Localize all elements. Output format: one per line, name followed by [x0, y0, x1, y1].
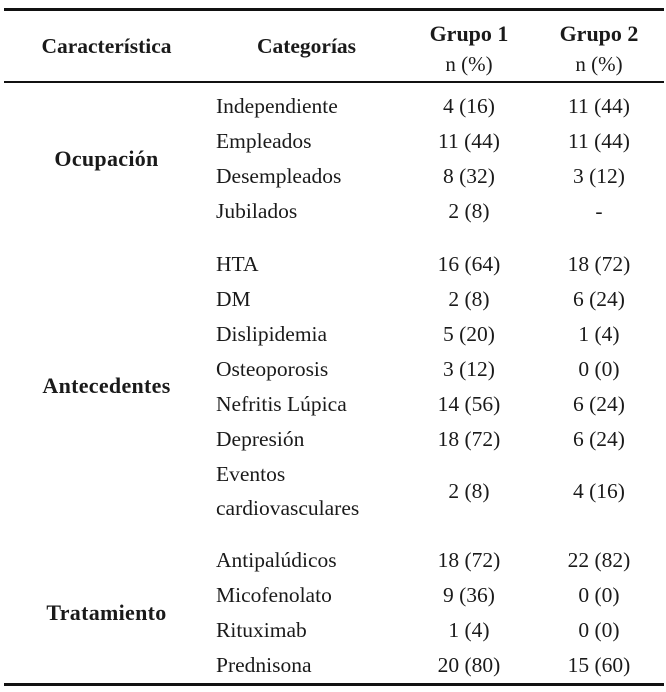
row-grupo-2-value: 22 (82) — [567, 548, 631, 572]
table-row: Osteoporosis 3 (12) 0 (0) — [4, 352, 664, 387]
header-unit-grupo-1: n (%) — [404, 47, 534, 83]
row-grupo-1-value: 14 (56) — [437, 392, 501, 416]
row-grupo-2-value: 6 (24) — [573, 392, 625, 416]
row-category: Dislipidemia — [216, 322, 328, 346]
table-row: Empleados 11 (44) 11 (44) — [4, 124, 664, 159]
row-grupo-2-value: 4 (16) — [573, 478, 625, 503]
row-grupo-1-value: 16 (64) — [437, 252, 501, 276]
row-grupo-2-value: 0 (0) — [578, 583, 620, 607]
row-grupo-1-value: 1 (4) — [448, 618, 490, 642]
row-grupo-1-value: 2 (8) — [448, 478, 490, 503]
row-grupo-1-value: 9 (36) — [443, 583, 495, 607]
table-row: DM 2 (8) 6 (24) — [4, 282, 664, 317]
section-tratamiento: Tratamiento — [4, 543, 209, 686]
row-grupo-1-value: 18 (72) — [437, 548, 501, 572]
row-grupo-2-value: 18 (72) — [567, 252, 631, 276]
row-grupo-2-value: 0 (0) — [578, 357, 620, 381]
row-grupo-1-value: 2 (8) — [448, 287, 490, 311]
row-category: Empleados — [216, 129, 312, 153]
row-grupo-2-value: 11 (44) — [568, 94, 630, 118]
row-grupo-1-value: 2 (8) — [448, 199, 490, 223]
table-row: Micofenolato 9 (36) 0 (0) — [4, 578, 664, 613]
row-category: DM — [216, 287, 251, 311]
row-grupo-1-value: 20 (80) — [404, 648, 534, 686]
row-category: Jubilados — [216, 199, 298, 223]
row-category: Rituximab — [216, 618, 307, 642]
table-row: Ocupación Independiente 4 (16) 11 (44) — [4, 89, 664, 171]
row-category: HTA — [216, 252, 259, 276]
table-row: Jubilados 2 (8) - — [4, 194, 664, 229]
row-grupo-1-value: 5 (20) — [443, 322, 495, 346]
table-row: Nefritis Lúpica 14 (56) 6 (24) — [4, 387, 664, 422]
table-row: Tratamiento Antipalúdicos 18 (72) 22 (82… — [4, 543, 664, 686]
row-category: Micofenolato — [216, 583, 332, 607]
row-category: Independiente — [216, 94, 338, 118]
table-row: Depresión 18 (72) 6 (24) — [4, 422, 664, 457]
row-grupo-2-value: 11 (44) — [568, 129, 630, 153]
table-row: Prednisona 20 (80) 15 (60) — [4, 648, 664, 686]
row-grupo-2-value: 0 (0) — [578, 618, 620, 642]
row-grupo-2-value: 15 (60) — [534, 648, 664, 686]
table-row: Antecedentes HTA 16 (64) 18 (72) — [4, 247, 664, 398]
row-category-line-1: Eventos — [216, 462, 286, 486]
row-category: Depresión — [216, 427, 305, 451]
header-grupo-1: Grupo 1 — [404, 8, 534, 47]
row-category: Nefritis Lúpica — [216, 392, 347, 416]
section-ocupacion: Ocupación — [54, 146, 159, 171]
row-category: Desempleados — [216, 164, 342, 188]
row-grupo-2-value: - — [595, 199, 603, 223]
row-grupo-1-value: 18 (72) — [437, 427, 501, 451]
table-row: Dislipidemia 5 (20) 1 (4) — [4, 317, 664, 352]
header-categorias: Categorías — [209, 8, 404, 83]
row-grupo-1-value: 3 (12) — [443, 357, 495, 381]
row-category: Antipalúdicos — [216, 548, 337, 572]
header-unit-grupo-2: n (%) — [534, 47, 664, 83]
header-caracteristica: Característica — [4, 8, 209, 83]
row-category: Eventos cardiovasculares — [209, 457, 404, 525]
row-grupo-2-value: 6 (24) — [573, 427, 625, 451]
table-row: Desempleados 8 (32) 3 (12) — [4, 159, 664, 194]
row-grupo-1-value: 11 (44) — [438, 129, 500, 153]
row-grupo-2-value: 3 (12) — [573, 164, 625, 188]
row-category-line-2: cardiovasculares — [216, 496, 360, 520]
header-grupo-2: Grupo 2 — [534, 8, 664, 47]
section-antecedentes: Antecedentes — [42, 373, 171, 398]
row-grupo-1-value: 4 (16) — [443, 94, 495, 118]
table-row: Rituximab 1 (4) 0 (0) — [4, 613, 664, 648]
table-row: Eventos cardiovasculares 2 (8) 4 (16) — [4, 457, 664, 525]
row-category: Prednisona — [209, 648, 404, 686]
characteristics-table: Característica Categorías Grupo 1 Grupo … — [4, 8, 664, 686]
row-grupo-1-value: 8 (32) — [443, 164, 495, 188]
row-grupo-2-value: 1 (4) — [578, 322, 620, 346]
row-grupo-2-value: 6 (24) — [573, 287, 625, 311]
row-category: Osteoporosis — [216, 357, 329, 381]
